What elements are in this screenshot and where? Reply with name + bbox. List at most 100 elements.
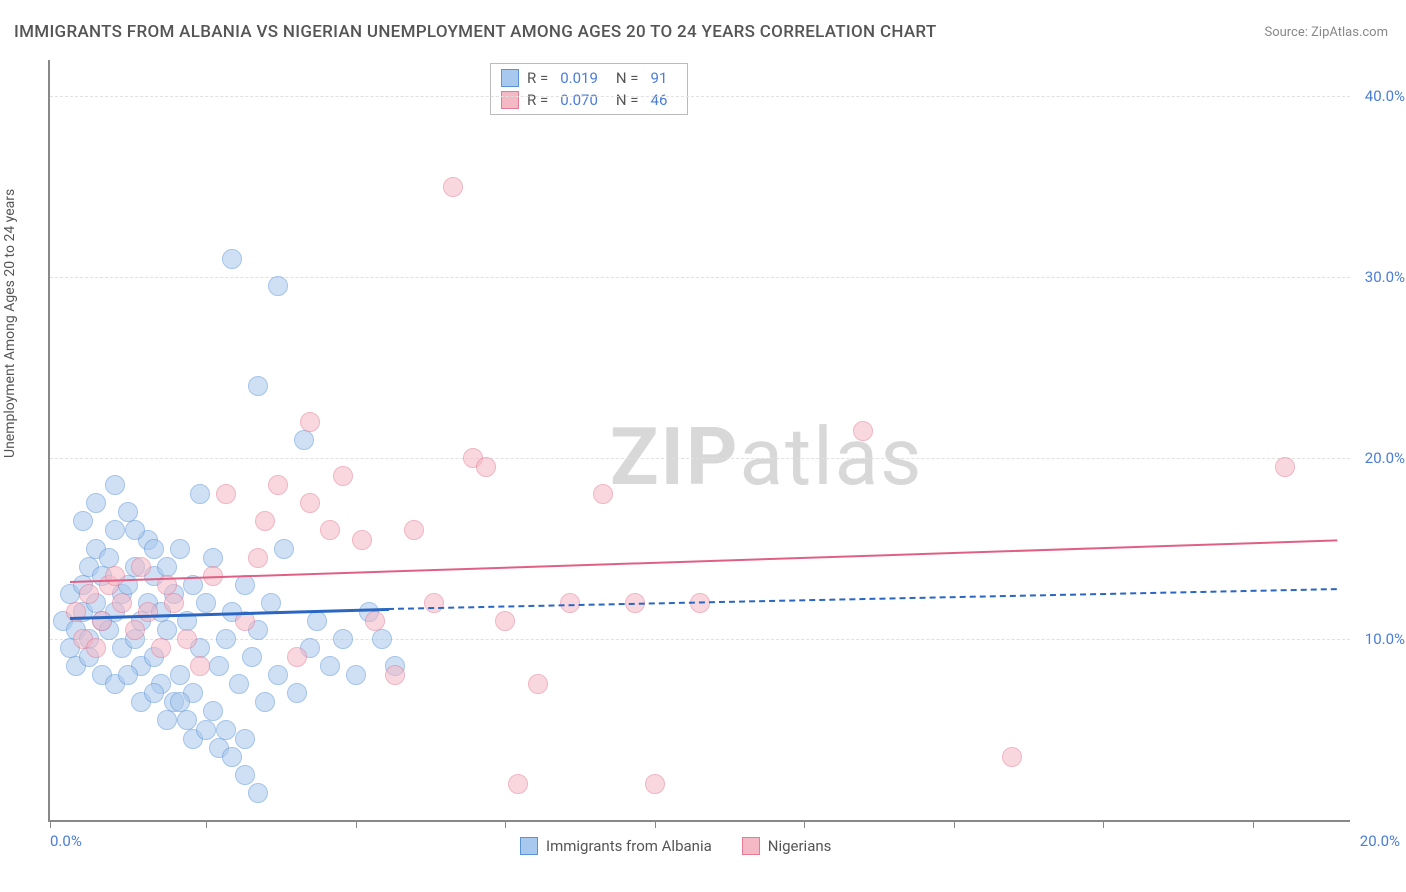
scatter-point <box>105 475 125 495</box>
scatter-point <box>248 783 268 803</box>
source-attribution: Source: ZipAtlas.com <box>1264 25 1388 40</box>
scatter-point <box>300 412 320 432</box>
legend-swatch <box>501 69 519 87</box>
scatter-point <box>476 457 496 477</box>
scatter-point <box>242 647 262 667</box>
y-tick-label: 20.0% <box>1365 449 1405 467</box>
scatter-point <box>86 493 106 513</box>
scatter-point <box>92 611 112 631</box>
scatter-point <box>196 720 216 740</box>
scatter-point <box>157 620 177 640</box>
legend-swatch <box>520 837 538 855</box>
scatter-point <box>508 774 528 794</box>
gridline <box>50 277 1350 278</box>
scatter-point <box>294 430 314 450</box>
x-tick-label: 0.0% <box>50 832 82 850</box>
scatter-point <box>118 502 138 522</box>
scatter-point <box>274 539 294 559</box>
scatter-point <box>235 575 255 595</box>
scatter-point <box>125 520 145 540</box>
scatter-point <box>170 539 190 559</box>
scatter-point <box>248 376 268 396</box>
legend-swatch <box>742 837 760 855</box>
scatter-point <box>196 593 216 613</box>
scatter-point <box>99 548 119 568</box>
scatter-point <box>73 511 93 531</box>
scatter-point <box>170 665 190 685</box>
scatter-point <box>216 484 236 504</box>
scatter-point <box>216 629 236 649</box>
scatter-point <box>144 539 164 559</box>
scatter-point <box>853 421 873 441</box>
y-tick-label: 40.0% <box>1365 87 1405 105</box>
chart-container: IMMIGRANTS FROM ALBANIA VS NIGERIAN UNEM… <box>0 0 1406 892</box>
scatter-point <box>131 557 151 577</box>
gridline <box>50 639 1350 640</box>
y-tick-label: 10.0% <box>1365 630 1405 648</box>
scatter-point <box>138 602 158 622</box>
legend-r-value: 0.070 <box>560 91 598 109</box>
x-tick <box>655 820 656 828</box>
legend-r-label: R = <box>527 91 548 109</box>
trend-line-extrapolated <box>388 588 1337 610</box>
scatter-point <box>203 548 223 568</box>
scatter-point <box>287 683 307 703</box>
scatter-point <box>235 765 255 785</box>
scatter-point <box>248 548 268 568</box>
scatter-point <box>190 484 210 504</box>
scatter-point <box>528 674 548 694</box>
scatter-point <box>268 276 288 296</box>
legend-n-value: 91 <box>651 69 668 87</box>
plot-area: ZIPatlas R =0.019N =91R =0.070N =46 Immi… <box>48 60 1350 822</box>
scatter-point <box>424 593 444 613</box>
scatter-point <box>105 566 125 586</box>
correlation-legend: R =0.019N =91R =0.070N =46 <box>490 63 688 115</box>
scatter-point <box>261 593 281 613</box>
scatter-point <box>170 692 190 712</box>
scatter-point <box>443 177 463 197</box>
scatter-point <box>560 593 580 613</box>
scatter-point <box>346 665 366 685</box>
legend-row: R = 0.070 N = 46 <box>501 89 677 111</box>
x-tick <box>954 820 955 828</box>
scatter-point <box>112 593 132 613</box>
legend-n-label: N = <box>616 91 639 109</box>
scatter-point <box>333 466 353 486</box>
scatter-point <box>79 584 99 604</box>
scatter-point <box>645 774 665 794</box>
x-tick <box>356 820 357 828</box>
scatter-point <box>593 484 613 504</box>
gridline <box>50 458 1350 459</box>
scatter-point <box>209 656 229 676</box>
scatter-point <box>125 620 145 640</box>
scatter-point <box>404 520 424 540</box>
scatter-point <box>352 530 372 550</box>
scatter-point <box>144 683 164 703</box>
legend-item: Immigrants from Albania <box>520 837 712 855</box>
series-legend: Immigrants from Albania Nigerians <box>520 837 831 855</box>
y-axis-label: Unemployment Among Ages 20 to 24 years <box>2 189 18 458</box>
x-tick <box>1253 820 1254 828</box>
scatter-point <box>151 638 171 658</box>
legend-series-name: Nigerians <box>768 837 832 855</box>
scatter-point <box>229 674 249 694</box>
x-tick <box>804 820 805 828</box>
scatter-point <box>495 611 515 631</box>
scatter-point <box>365 611 385 631</box>
scatter-point <box>300 493 320 513</box>
scatter-point <box>268 475 288 495</box>
scatter-point <box>255 692 275 712</box>
scatter-point <box>222 249 242 269</box>
scatter-point <box>320 520 340 540</box>
scatter-point <box>118 665 138 685</box>
x-tick-label: 20.0% <box>1360 832 1400 850</box>
legend-series-name: Immigrants from Albania <box>546 837 712 855</box>
scatter-point <box>157 557 177 577</box>
legend-n-value: 46 <box>651 91 668 109</box>
scatter-point <box>320 656 340 676</box>
scatter-point <box>268 665 288 685</box>
chart-title: IMMIGRANTS FROM ALBANIA VS NIGERIAN UNEM… <box>14 22 937 42</box>
scatter-point <box>105 520 125 540</box>
scatter-point <box>255 511 275 531</box>
legend-n-label: N = <box>616 69 639 87</box>
